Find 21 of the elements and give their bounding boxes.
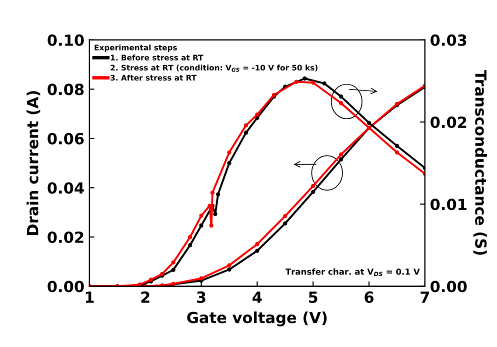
x-tick-label: 1 xyxy=(86,292,94,303)
y2-tick-label: 0.02 xyxy=(430,116,466,128)
x-tick-label: 7 xyxy=(420,292,430,303)
y2-tick-label: 0.01 xyxy=(430,198,466,210)
y-tick-label: 0.08 xyxy=(48,84,84,96)
y2-tick-label: 0.03 xyxy=(430,34,466,46)
x-tick-label: 4 xyxy=(252,292,262,303)
x-axis-title: Gate voltage (V) xyxy=(187,311,327,326)
y-tick-label: 0.02 xyxy=(48,231,84,244)
y-axis-title: Drain current (A) xyxy=(26,91,40,235)
x-tick-label: 6 xyxy=(364,291,374,303)
y2-axis-title: Transconductance (S) xyxy=(473,70,487,255)
x-tick-label: 3 xyxy=(196,291,206,303)
y-tick-label: 0.04 xyxy=(48,182,84,194)
x-tick-label: 5 xyxy=(308,292,318,303)
annotation: Transfer char. at V$_{DS}$ = 0.1 V xyxy=(285,268,420,276)
x-tick-label: 2 xyxy=(141,291,150,303)
y2-tick-label: 0.00 xyxy=(430,280,467,292)
y-tick-label: 0.10 xyxy=(48,34,84,46)
y-tick-label: 0.00 xyxy=(48,280,84,292)
y-tick-label: 0.06 xyxy=(48,132,84,144)
